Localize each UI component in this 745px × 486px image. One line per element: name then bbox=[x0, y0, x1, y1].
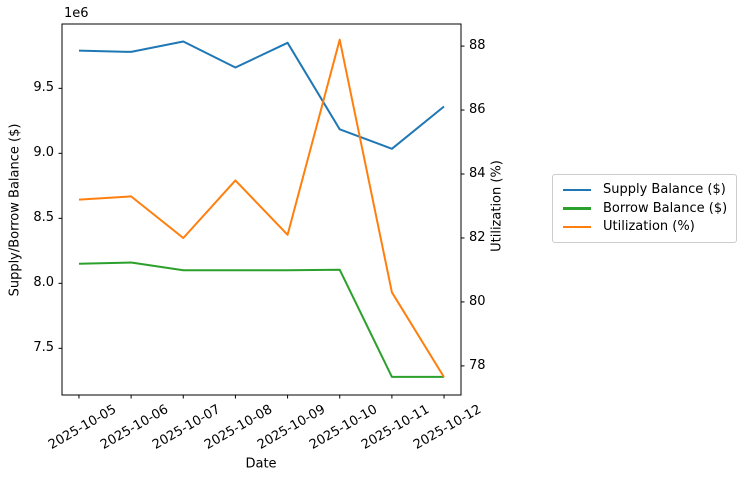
left-y-tick-label: 9.5 bbox=[33, 80, 54, 96]
series-line-borrow-balance bbox=[78, 261, 444, 378]
right-y-tick-label: 82 bbox=[469, 229, 486, 245]
right-y-tick-label: 84 bbox=[469, 165, 486, 181]
x-axis-label: Date bbox=[245, 456, 277, 472]
axes-frame bbox=[61, 23, 462, 396]
right-axis-label: Utilization (%) bbox=[489, 160, 505, 252]
right-y-tick-label: 80 bbox=[469, 293, 486, 309]
left-axis-offset-label: 1e6 bbox=[64, 6, 89, 21]
right-y-tick-label: 78 bbox=[469, 357, 486, 373]
left-y-tick-label: 7.5 bbox=[33, 340, 54, 356]
left-y-tick-label: 8.5 bbox=[33, 210, 54, 226]
legend-item: Utilization (%) bbox=[563, 218, 726, 236]
legend-line-swatch bbox=[563, 207, 591, 210]
legend-item: Supply Balance ($) bbox=[563, 181, 726, 199]
left-y-tick-label: 9.0 bbox=[33, 145, 54, 161]
legend-label: Utilization (%) bbox=[603, 219, 695, 234]
series-line-supply-balance bbox=[78, 40, 445, 150]
left-y-tick-label: 8.0 bbox=[33, 275, 54, 291]
legend: Supply Balance ($) Borrow Balance ($) Util… bbox=[552, 174, 737, 243]
series-line-utilization bbox=[78, 38, 445, 378]
right-y-tick-label: 88 bbox=[469, 38, 486, 54]
legend-line-swatch bbox=[563, 188, 591, 192]
right-y-tick-label: 86 bbox=[469, 102, 486, 118]
legend-item: Borrow Balance ($) bbox=[563, 200, 728, 218]
left-axis-label: Supply/Borrow Balance ($) bbox=[7, 123, 23, 297]
legend-line-swatch bbox=[563, 225, 591, 229]
legend-label: Borrow Balance ($) bbox=[603, 200, 728, 216]
legend-label: Supply Balance ($) bbox=[603, 182, 726, 197]
